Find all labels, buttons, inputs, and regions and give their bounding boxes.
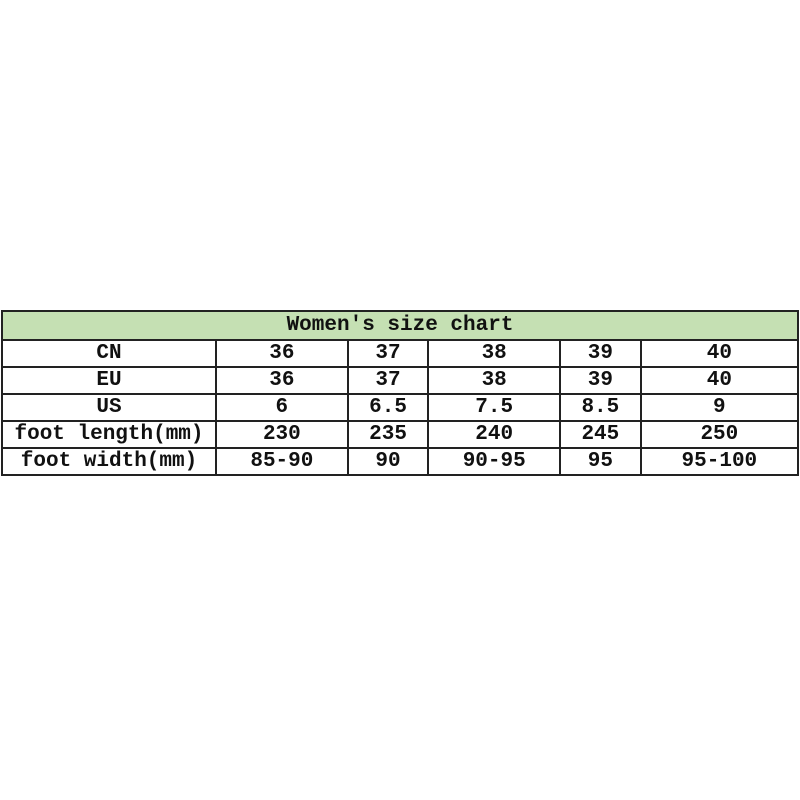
table-cell: 95-100 bbox=[639, 447, 800, 476]
table-title: Women's size chart bbox=[1, 310, 799, 341]
table-cell: 39 bbox=[559, 366, 642, 395]
table-cell: 90-95 bbox=[427, 447, 562, 476]
table-cell: 37 bbox=[346, 339, 430, 368]
table-cell: 6.5 bbox=[346, 393, 430, 422]
table-cell: 9 bbox=[639, 393, 800, 422]
table-row: EU 36 37 38 39 40 bbox=[1, 366, 800, 395]
table-cell: 39 bbox=[559, 339, 642, 368]
row-label: EU bbox=[1, 366, 217, 395]
table-cell: 245 bbox=[559, 420, 642, 449]
table-cell: 40 bbox=[639, 366, 800, 395]
row-label: CN bbox=[1, 339, 217, 368]
table-cell: 37 bbox=[346, 366, 430, 395]
table-cell: 7.5 bbox=[427, 393, 562, 422]
table-row: foot width(mm) 85-90 90 90-95 95 95-100 bbox=[1, 447, 800, 476]
table-cell: 36 bbox=[215, 366, 349, 395]
table-cell: 90 bbox=[346, 447, 430, 476]
table-cell: 38 bbox=[427, 339, 562, 368]
row-label: foot length(mm) bbox=[1, 420, 217, 449]
table-cell: 240 bbox=[427, 420, 562, 449]
table-row: foot length(mm) 230 235 240 245 250 bbox=[1, 420, 800, 449]
table-cell: 230 bbox=[215, 420, 349, 449]
table-cell: 38 bbox=[427, 366, 562, 395]
table-cell: 85-90 bbox=[215, 447, 349, 476]
table-cell: 95 bbox=[559, 447, 642, 476]
table-cell: 40 bbox=[639, 339, 800, 368]
size-chart-table: Women's size chart CN 36 37 38 39 40 EU 36 37 38 3… bbox=[1, 310, 800, 476]
row-label: US bbox=[1, 393, 217, 422]
table-cell: 250 bbox=[639, 420, 800, 449]
table-cell: 8.5 bbox=[559, 393, 642, 422]
table-row: CN 36 37 38 39 40 bbox=[1, 339, 800, 368]
table-cell: 36 bbox=[215, 339, 349, 368]
row-label: foot width(mm) bbox=[1, 447, 217, 476]
table-cell: 235 bbox=[346, 420, 430, 449]
table-row: US 6 6.5 7.5 8.5 9 bbox=[1, 393, 800, 422]
table-cell: 6 bbox=[215, 393, 349, 422]
